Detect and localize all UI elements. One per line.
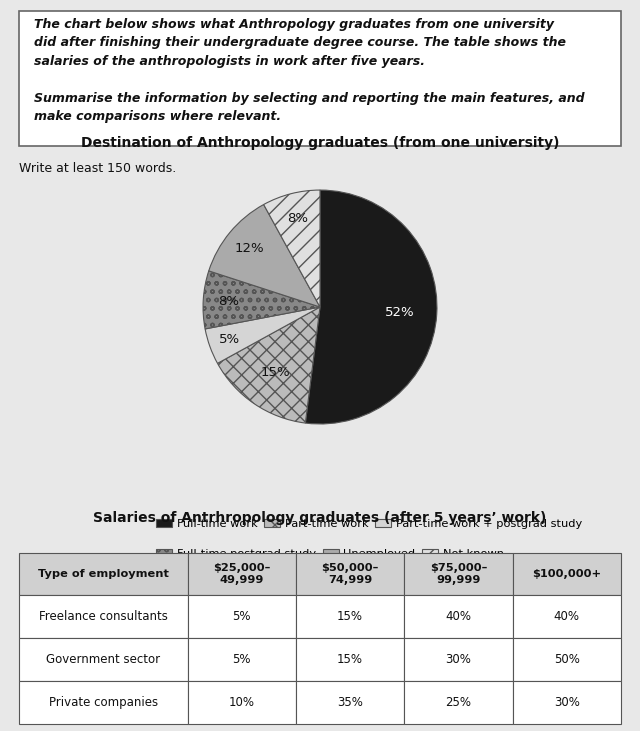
Text: 12%: 12% <box>235 243 264 255</box>
Text: Salaries of Antrhropology graduates (after 5 years’ work): Salaries of Antrhropology graduates (aft… <box>93 511 547 525</box>
Title: Destination of Anthropology graduates (from one university): Destination of Anthropology graduates (f… <box>81 136 559 150</box>
Wedge shape <box>305 190 437 424</box>
Text: 5%: 5% <box>220 333 241 346</box>
Text: The chart below shows what Anthropology graduates from one university
did after : The chart below shows what Anthropology … <box>34 18 585 124</box>
FancyBboxPatch shape <box>19 11 621 146</box>
Wedge shape <box>264 190 320 307</box>
Text: 15%: 15% <box>260 366 290 379</box>
Text: 8%: 8% <box>218 295 239 308</box>
Wedge shape <box>218 307 320 423</box>
Legend: Full-time postgrad study, Unemployed, Not known: Full-time postgrad study, Unemployed, No… <box>156 549 504 558</box>
Wedge shape <box>205 307 320 363</box>
Wedge shape <box>203 271 320 329</box>
Text: 8%: 8% <box>287 212 308 225</box>
Text: Write at least 150 words.: Write at least 150 words. <box>19 162 177 175</box>
Text: 52%: 52% <box>385 306 414 319</box>
Wedge shape <box>209 205 320 307</box>
